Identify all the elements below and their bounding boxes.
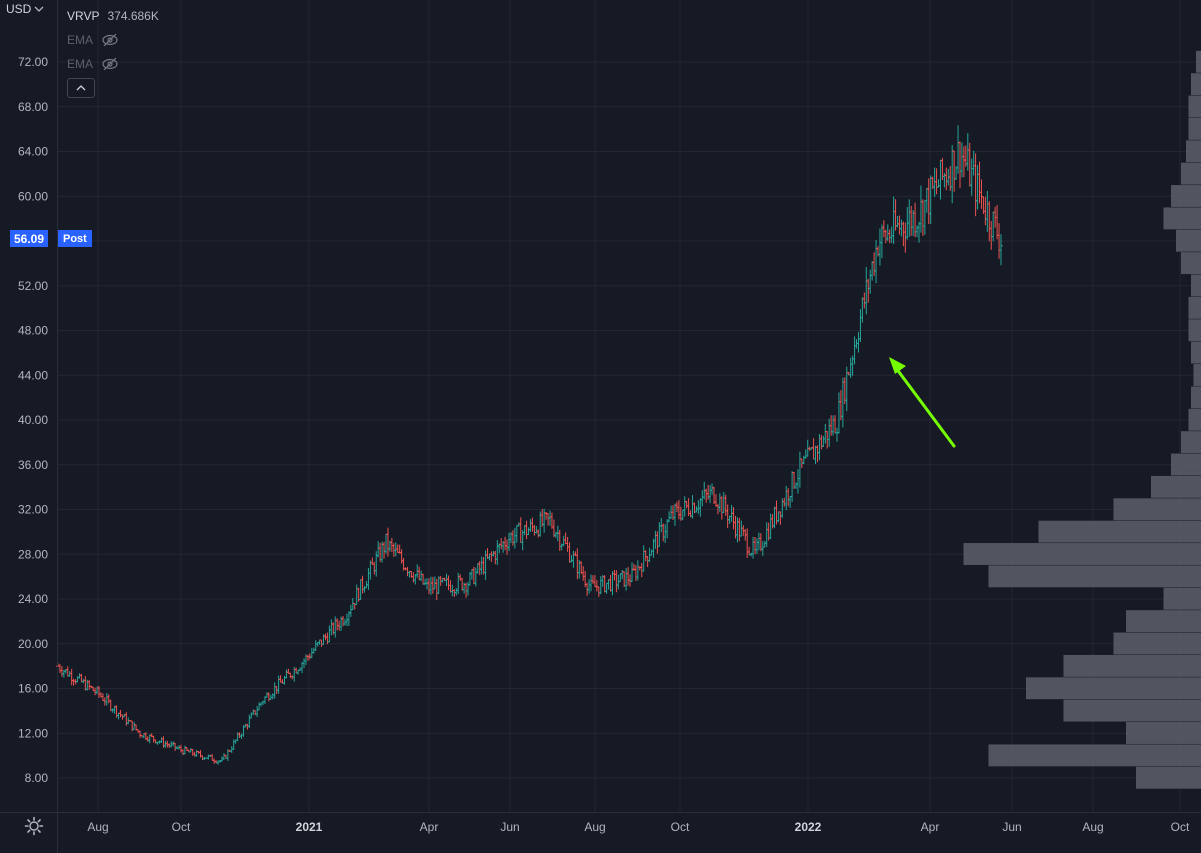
x-tick-label: 2022 (795, 820, 822, 834)
volume-profile-bar (1026, 677, 1201, 700)
y-axis: 8.00 12.00 16.00 20.00 24.00 28.00 32.00 36.00 4… (18, 0, 58, 853)
volume-profile-bar (988, 565, 1201, 588)
volume-profile-bar (1176, 229, 1201, 252)
volume-profile-bar (1181, 252, 1201, 275)
volume-profile-bar (1063, 699, 1201, 722)
y-tick-label: 32.00 (18, 503, 48, 517)
volume-profile-bar (1063, 654, 1201, 677)
ema-label-2: EMA (67, 57, 94, 71)
session-badge: Post (58, 230, 92, 247)
y-tick-label: 12.00 (18, 726, 48, 740)
x-axis: Aug Oct 2021 Apr Jun Aug Oct 2022 Apr Jun Aug Oct (0, 812, 1201, 834)
x-tick-label: Jun (500, 820, 519, 834)
ohlc-bars (56, 125, 1003, 765)
indicator-value: 374.686K (107, 9, 159, 23)
volume-profile-bar (1113, 632, 1201, 655)
chevron-up-icon (76, 85, 86, 91)
grid (58, 0, 1201, 812)
legend-row-vrvp[interactable]: VRVP 374.686K (67, 4, 159, 28)
x-tick-label: Apr (921, 820, 940, 834)
collapse-legend-button[interactable] (67, 78, 95, 98)
volume-profile-bar (1188, 319, 1201, 342)
y-tick-label: 68.00 (18, 100, 48, 114)
volume-profile-bar (1193, 364, 1201, 386)
volume-profile-bar (1038, 520, 1201, 543)
settings-gear-icon[interactable] (24, 816, 44, 836)
x-tick-label: Apr (420, 820, 439, 834)
currency-label: USD (6, 2, 32, 16)
x-tick-label: Jun (1002, 820, 1021, 834)
volume-profile-bar (1181, 431, 1201, 454)
volume-profile-bar (1151, 475, 1201, 498)
y-tick-label: 44.00 (18, 368, 48, 382)
x-tick-label: Aug (87, 820, 108, 834)
volume-profile-bar (1163, 207, 1201, 230)
legend-row-ema-1[interactable]: EMA (67, 28, 159, 52)
volume-profile-bar (1188, 296, 1201, 319)
y-tick-label: 60.00 (18, 189, 48, 203)
y-tick-label: 40.00 (18, 413, 48, 427)
volume-profile-bar (1136, 766, 1201, 789)
arrow-shaft (894, 366, 956, 448)
volume-profile-bar (1191, 341, 1201, 364)
volume-profile-bar (1163, 587, 1201, 610)
ema-label-1: EMA (67, 33, 94, 47)
x-tick-label: Aug (584, 820, 605, 834)
volume-profile-bar (1188, 408, 1201, 431)
volume-profile-bar (1191, 73, 1201, 96)
volume-profile-bar (1196, 50, 1201, 73)
volume-profile-bar (1186, 140, 1201, 163)
y-tick-label: 48.00 (18, 324, 48, 338)
eye-off-icon[interactable] (101, 57, 119, 71)
last-price-label: 56.09 (10, 230, 49, 247)
y-tick-label: 20.00 (18, 637, 48, 651)
volume-profile-bar (1188, 117, 1201, 140)
currency-selector[interactable]: USD (2, 0, 60, 18)
volume-profile-bar (1126, 722, 1201, 744)
volume-profile-bar (1171, 453, 1201, 476)
volume-profile-bar (1113, 498, 1201, 521)
chevron-down-icon (34, 6, 44, 12)
x-tick-label: Aug (1082, 820, 1103, 834)
y-tick-label: 72.00 (18, 55, 48, 69)
volume-profile (963, 50, 1201, 789)
y-tick-label: 36.00 (18, 458, 48, 472)
indicator-name: VRVP (67, 9, 100, 23)
volume-profile-bar (1188, 95, 1201, 118)
y-tick-label: 8.00 (25, 771, 49, 785)
y-tick-label: 52.00 (18, 279, 48, 293)
volume-profile-bar (963, 543, 1201, 565)
x-tick-label: Oct (172, 820, 191, 834)
x-tick-label: Oct (671, 820, 690, 834)
legend-row-ema-2[interactable]: EMA (67, 52, 159, 76)
eye-off-icon[interactable] (101, 33, 119, 47)
y-tick-label: 16.00 (18, 682, 48, 696)
y-tick-label: 28.00 (18, 547, 48, 561)
arrow-head (889, 357, 906, 374)
y-tick-label: 64.00 (18, 145, 48, 159)
x-tick-label: Oct (1171, 820, 1190, 834)
volume-profile-bar (1126, 610, 1201, 633)
x-tick-label: 2021 (296, 820, 323, 834)
arrow-annotation-icon (889, 357, 956, 448)
legend: VRVP 374.686K EMA EMA (67, 4, 159, 98)
volume-profile-bar (1181, 162, 1201, 185)
volume-profile-bar (1191, 274, 1201, 297)
volume-profile-bar (1191, 386, 1201, 409)
y-tick-label: 24.00 (18, 592, 48, 606)
volume-profile-bar (988, 744, 1201, 767)
volume-profile-bar (1171, 185, 1201, 207)
